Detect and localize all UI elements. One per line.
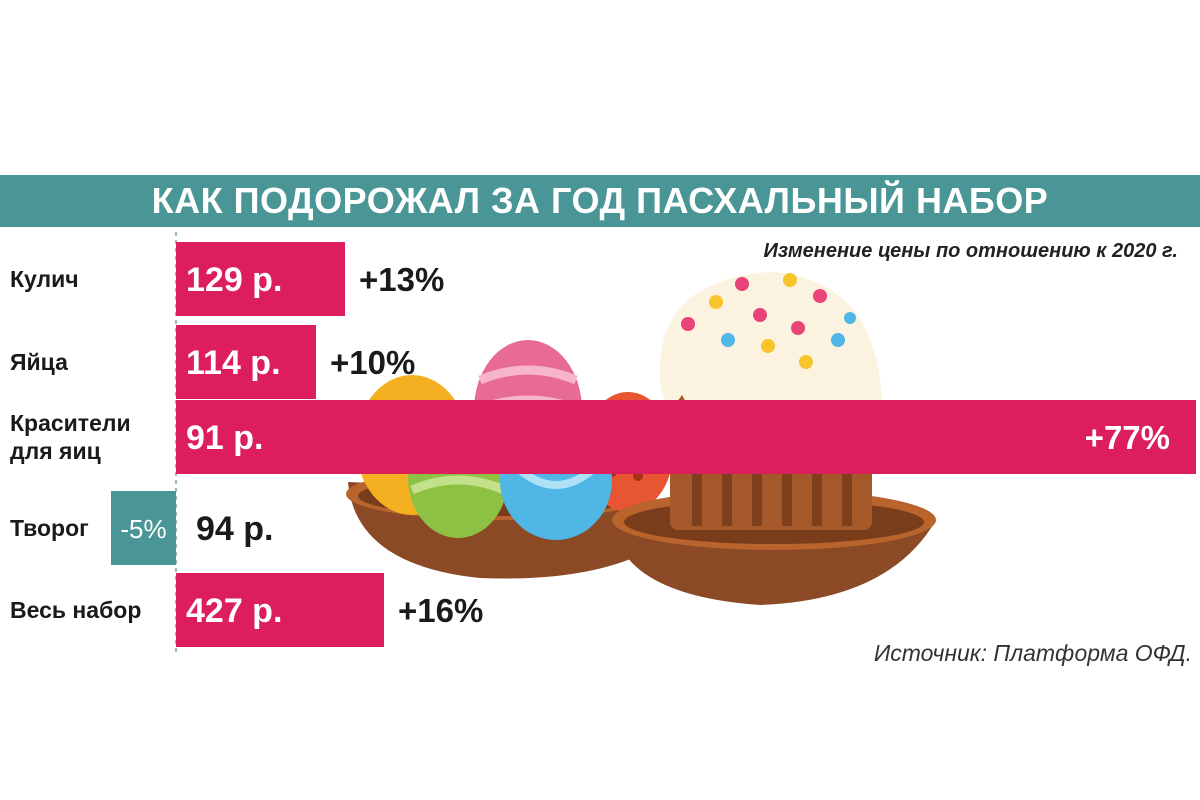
change-label: +13% (359, 261, 444, 298)
bar (176, 325, 316, 399)
chart-source: Источник: Платформа ОФД. (873, 640, 1192, 666)
category-label-line: Весь набор (10, 597, 141, 623)
category-label-line: Кулич (10, 266, 79, 292)
chart-title: КАК ПОДОРОЖАЛ ЗА ГОД ПАСХАЛЬНЫЙ НАБОР (0, 175, 1200, 227)
category-label: Творог (10, 515, 89, 541)
category-label-line: Яйца (10, 349, 68, 375)
change-label: +77% (1085, 419, 1170, 456)
chart-subtitle: Изменение цены по отношению к 2020 г. (763, 240, 1178, 262)
change-label: +16% (398, 592, 483, 629)
category-label-line: Творог (10, 515, 89, 541)
price-label: 114 р. (186, 344, 281, 382)
price-label: 91 р. (186, 419, 263, 457)
category-label-line: для яиц (10, 438, 101, 464)
bar (176, 400, 1196, 474)
price-label: 129 р. (186, 261, 282, 299)
category-label: Красители для яиц (10, 410, 131, 464)
category-label: Кулич (10, 266, 79, 292)
change-label: +10% (330, 344, 415, 381)
bar-negative (111, 491, 176, 565)
category-label: Весь набор (10, 597, 141, 623)
price-label: 94 р. (196, 510, 273, 548)
price-label: 427 р. (186, 592, 282, 630)
category-label-line: Красители (10, 410, 131, 436)
category-label: Яйца (10, 349, 68, 375)
change-label: -5% (120, 514, 166, 544)
bar (176, 242, 345, 316)
bar (176, 573, 384, 647)
